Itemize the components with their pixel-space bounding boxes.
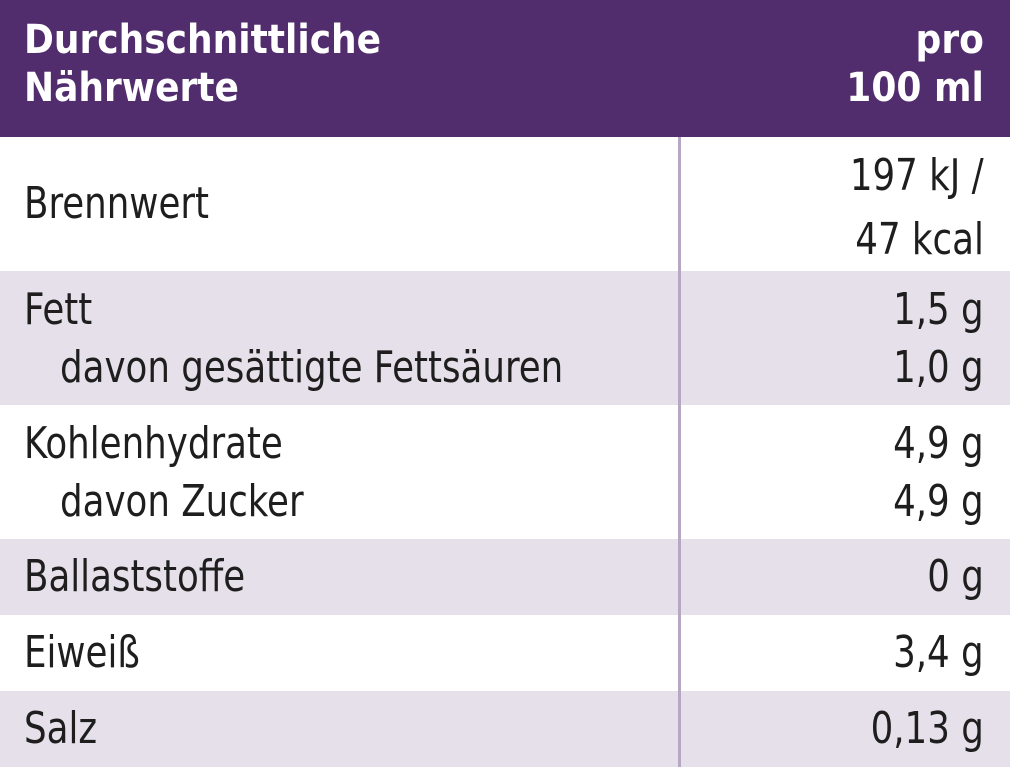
row-label-fett: Fett (24, 284, 93, 335)
row-value-fett: 1,5 g (893, 284, 984, 335)
row-value-eiweiss: 3,4 g (893, 627, 984, 678)
table-row-salz: Salz 0,13 g (0, 691, 1010, 767)
row-value-salz: 0,13 g (870, 703, 984, 754)
table-header: Durchschnittliche Nährwerte pro 100 ml (0, 0, 1010, 137)
table-row-kohlenhydrate: Kohlenhydrate 4,9 g davon Zucker 4,9 g (0, 405, 1010, 539)
table-row-ballaststoffe: Ballaststoffe 0 g (0, 539, 1010, 615)
table-row-eiweiss: Eiweiß 3,4 g (0, 615, 1010, 691)
row-subvalue-zucker: 4,9 g (893, 476, 984, 527)
header-title: Durchschnittliche Nährwerte (24, 16, 381, 112)
row-label-brennwert: Brennwert (24, 178, 209, 229)
row-value-ballaststoffe: 0 g (927, 551, 984, 602)
row-label-salz: Salz (24, 703, 98, 754)
row-sublabel-zucker: davon Zucker (60, 476, 304, 527)
header-title-line1: Durchschnittliche (24, 17, 382, 63)
row-value-brennwert-kcal: 47 kcal (855, 214, 984, 265)
header-unit-line2: 100 ml (846, 65, 984, 111)
table-row-brennwert: Brennwert 197 kJ / 47 kcal (0, 137, 1010, 271)
row-label-kohlenhydrate: Kohlenhydrate (24, 418, 283, 469)
row-label-ballaststoffe: Ballaststoffe (24, 551, 246, 602)
header-title-line2: Nährwerte (24, 65, 239, 111)
row-value-brennwert-kj: 197 kJ / (850, 150, 984, 201)
row-sublabel-fettsaeuren: davon gesättigte Fettsäuren (60, 342, 564, 393)
row-value-kohlenhydrate: 4,9 g (893, 418, 984, 469)
row-label-eiweiss: Eiweiß (24, 627, 140, 678)
table-row-fett: Fett 1,5 g davon gesättigte Fettsäuren 1… (0, 271, 1010, 405)
row-subvalue-fettsaeuren: 1,0 g (893, 342, 984, 393)
header-unit-line1: pro (915, 17, 984, 63)
column-divider (678, 137, 681, 767)
header-unit: pro 100 ml (846, 16, 984, 112)
